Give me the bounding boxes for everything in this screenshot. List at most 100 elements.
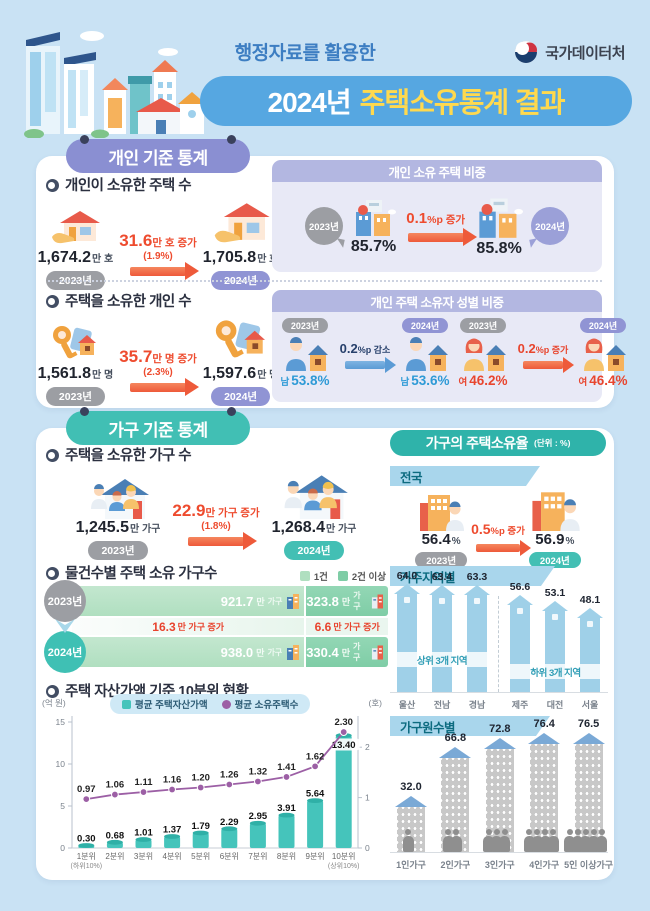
by-count-stacked-chart: 921.7 만 가구 323.8 만 가구 16.3 만 가구 증가 6.6 만 가구 증가… [44, 580, 388, 673]
household-stats-panel: 가구 기준 통계 주택을 소유한 가구 수 1,245.5만 [36, 407, 614, 880]
hhsize-roof-icon [439, 747, 472, 758]
individual-section-header: 개인 기준 통계 [66, 135, 250, 173]
owners-count-title: 주택을 소유한 개인 수 [65, 294, 192, 310]
region-bar-window [474, 598, 480, 604]
hhsize-value-label: 76.4 [533, 718, 555, 730]
gov-logo: 국가데이터처 [514, 40, 625, 64]
taegeuk-icon [514, 40, 538, 64]
nation-ownership-row: 56.4% 2023년 0.5%p 증가 56.9% 2024년 [388, 488, 608, 568]
right-axis-unit: (호) [369, 698, 383, 708]
owning-households-2023: 1,245.5만 가구 2023년 [76, 475, 160, 560]
owned-houses-title: 개인이 소유한 주택 수 [65, 178, 192, 194]
person-icon [402, 829, 414, 852]
decile-category-label: 9분위 [306, 852, 325, 861]
person-icon [596, 829, 608, 852]
owners-count-2023: 1,561.8만 명 2023년 [38, 323, 113, 406]
decile-bar [135, 839, 152, 848]
stacked-bar-2023: 921.7 만 가구 323.8 만 가구 [72, 586, 388, 616]
region-value-label: 48.1 [579, 594, 601, 606]
people-icons [564, 829, 608, 852]
bullet-icon [46, 295, 59, 308]
decile-line-label: 1.26 [220, 769, 239, 780]
person-icon [499, 829, 511, 852]
decile-category-label: 1분위 [77, 852, 96, 861]
increase-arrow-icon [130, 262, 199, 280]
hhsize-category-label: 1인가구 [396, 860, 426, 870]
building-icon [287, 644, 300, 660]
household-size-chart: 32.0 1인가구 66.8 2인가구 72.8 3인가구 76.4 4인가구 76.5 5인 이… [390, 718, 613, 876]
individual-stats-panel: 개인 기준 통계 개인이 소유한 주택 수 1,674.2만 호 2023년 3… [36, 135, 628, 408]
region-band-label: 상위 3개 지역 [390, 652, 494, 667]
decile-bar [249, 823, 266, 848]
owned-houses-change: 31.6만 호 증가 (1.9%) [119, 231, 199, 280]
band-household-size: 가구원수별 [390, 716, 550, 736]
hhsize-value-label: 76.5 [577, 718, 600, 730]
left-tick-label: 0 [60, 843, 65, 853]
decile-bar-cap [221, 826, 238, 832]
household-section-header: 가구 기준 통계 [66, 407, 250, 445]
person-icon [483, 829, 495, 852]
decile-line-label: 1.16 [163, 775, 182, 786]
decile-line-label: 2.30 [334, 717, 353, 728]
decile-bar-label: 2.95 [249, 811, 268, 822]
woman-house-icon [464, 338, 506, 371]
decile-line-marker [339, 728, 348, 736]
year-badge-2023: 2023년 [88, 541, 148, 560]
increase-arrow-icon [476, 539, 531, 556]
man-house-icon [286, 337, 328, 371]
decile-category-label: 10분위 [332, 852, 356, 861]
person-icon [523, 829, 535, 852]
female-share: 2023년 여 46.2% 0.2%p 증가 [454, 318, 632, 388]
family-house-icon [90, 479, 149, 519]
by-count-legend: 1건 2건 이상 [299, 569, 386, 583]
year-badge-2024: 2024년 [284, 541, 344, 560]
hhsize-category-label: 2인가구 [440, 860, 471, 870]
person-icon [580, 829, 592, 852]
decile-line-label: 1.41 [277, 762, 296, 773]
decile-category-label: 4분위 [163, 852, 182, 861]
owned-houses-2024: 1,705.8만 호 2024년 [203, 201, 278, 290]
dotted-separator [48, 280, 602, 282]
person-icon [531, 829, 543, 852]
decile-chart: 평균 주택자산가액 평균 소유주택수 0 5 10 15 0 1 2 (억 원) (호) 0.30… [40, 694, 384, 878]
decile-bar-label: 0.68 [106, 830, 125, 841]
decile-category-note: (상위10%) [328, 861, 360, 870]
hhsize-roof-icon [572, 733, 605, 744]
decile-bar-label: 1.79 [191, 821, 210, 832]
person-icon [547, 829, 559, 852]
building-icon [371, 644, 383, 660]
region-bar [397, 593, 417, 692]
left-axis-unit: (억 원) [42, 698, 66, 708]
decile-line-marker [225, 780, 234, 789]
bullet-icon [46, 567, 59, 580]
decile-bar-cap [106, 839, 123, 845]
decile-category-note: (하위10%) [71, 861, 103, 870]
agency-name: 국가데이터처 [545, 44, 625, 62]
people-icons [523, 829, 559, 852]
person-icon [572, 829, 584, 852]
increase-arrow-icon [407, 228, 477, 246]
title-main: 주택소유통계 결과 [359, 87, 566, 118]
hhsize-value-label: 72.8 [489, 723, 511, 735]
nation-2023: 56.4% 2023년 [415, 491, 468, 568]
region-bar-roof-icon [507, 595, 533, 605]
region-bar [432, 594, 452, 692]
bullet-icon [46, 685, 59, 698]
region-category-label: 전남 [433, 700, 451, 710]
hhsize-value-label: 32.0 [400, 781, 422, 793]
year-badge-2023: 2023년 [459, 318, 507, 333]
region-baseline [390, 692, 608, 693]
buildings-icon [355, 200, 396, 236]
header-tagline: 행정자료를 활용한 [234, 43, 376, 64]
nation-change: 0.5%p 증가 [471, 521, 531, 556]
nation-2024: 56.9% 2024년 [528, 488, 581, 568]
right-tick-label: 0 [365, 843, 370, 853]
decile-line-label: 1.62 [306, 751, 325, 762]
gender-share-card: 개인 주택 소유자 성별 비중 2023년 남 53.8% [272, 290, 628, 402]
region-category-label: 울산 [398, 700, 416, 710]
band-nation: 전국 [390, 466, 540, 486]
title-bar: 2024년 주택소유통계 결과 [200, 76, 632, 126]
decile-bar-label: 13.40 [332, 740, 356, 751]
year-circle-2024: 2024년 [44, 631, 86, 673]
